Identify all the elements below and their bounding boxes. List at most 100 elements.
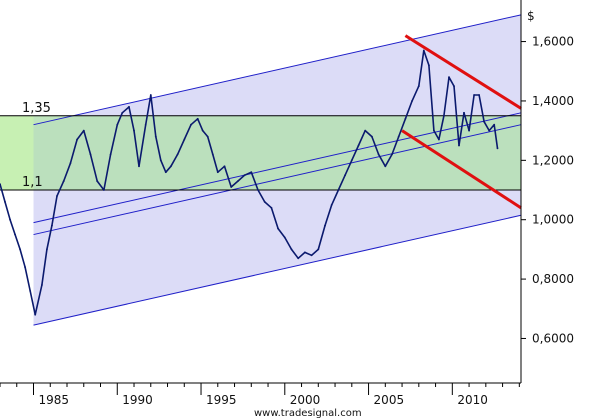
y-tick-label: 1,0000 <box>532 213 574 227</box>
x-tick-label: 1985 <box>39 393 70 407</box>
price-point <box>4 201 6 203</box>
price-point <box>138 165 140 168</box>
price-point <box>216 171 219 174</box>
price-point <box>468 129 470 132</box>
price-point <box>144 123 147 126</box>
level-label-1: 1,35 <box>22 101 51 116</box>
price-point <box>297 257 300 260</box>
price-point <box>317 248 320 251</box>
price-point <box>128 106 130 108</box>
price-point <box>211 153 214 156</box>
price-point <box>19 248 21 251</box>
price-point <box>330 204 333 206</box>
price-point <box>34 313 37 316</box>
price-point <box>250 171 253 174</box>
price-point <box>344 174 346 177</box>
price-point <box>417 85 420 87</box>
price-point <box>206 135 209 138</box>
channel-lower-line <box>33 214 522 326</box>
y-tick-label: 1,2000 <box>532 153 574 167</box>
price-point <box>324 224 326 227</box>
price-point <box>14 233 16 236</box>
price-point <box>76 138 78 141</box>
trend-line-2 <box>401 129 522 210</box>
price-point <box>154 135 157 138</box>
price-point <box>176 153 179 156</box>
price-point <box>496 147 499 150</box>
price-point <box>483 120 485 123</box>
price-point <box>116 123 119 126</box>
price-point <box>96 180 99 183</box>
price-point <box>103 189 105 191</box>
watermark: www.tradesignal.com <box>254 408 362 419</box>
y-tick-label: 1,6000 <box>532 35 574 49</box>
y-unit-label: $ <box>527 9 535 23</box>
price-point <box>493 123 496 126</box>
x-tick-label: 2005 <box>374 393 405 407</box>
price-point <box>270 206 273 209</box>
price-point <box>453 85 455 87</box>
price-point <box>463 111 465 114</box>
price-point <box>62 180 65 183</box>
price-point <box>51 224 53 227</box>
price-point <box>41 284 43 286</box>
axes: $ www.tradesignal.com 0,6000 0,8000 1,0000… <box>0 0 574 419</box>
y-tick-label: 1,4000 <box>532 94 574 108</box>
price-point <box>82 129 85 132</box>
price-point <box>0 183 1 185</box>
price-point <box>473 94 475 96</box>
price-point <box>190 123 192 126</box>
price-point <box>277 227 279 230</box>
y-tick-label: 0,6000 <box>532 331 574 345</box>
price-point <box>428 64 430 67</box>
price-point <box>364 129 367 132</box>
channel-inner-line-2 <box>33 124 522 236</box>
price-point <box>24 266 26 269</box>
price-point <box>384 165 387 168</box>
price-point <box>223 165 226 168</box>
y-tick-label: 0,8000 <box>532 272 574 286</box>
channel-upper-line <box>33 14 522 126</box>
price-point <box>357 144 360 147</box>
price-point <box>290 248 293 251</box>
price-point <box>29 290 32 292</box>
x-tick-label: 1990 <box>122 393 153 407</box>
x-tick-label: 2000 <box>290 393 321 407</box>
price-point <box>89 153 92 156</box>
price-point <box>56 195 58 197</box>
price-point <box>133 129 135 132</box>
price-point <box>448 76 450 79</box>
price-point <box>304 251 306 254</box>
price-point <box>159 159 162 162</box>
price-point <box>196 117 199 120</box>
price-point <box>488 129 491 132</box>
x-tick-label: 1995 <box>206 393 237 407</box>
price-point <box>69 162 72 165</box>
plot-area: 1,35 1,1 <box>0 14 522 326</box>
price-point <box>257 189 259 191</box>
channel-inner-line-1 <box>33 112 522 224</box>
price-point <box>443 114 445 117</box>
price-point <box>46 248 48 251</box>
price-point <box>149 94 152 96</box>
price-point <box>397 135 400 138</box>
price-point <box>183 138 186 141</box>
price-point <box>121 111 124 114</box>
price-point <box>337 189 340 191</box>
price-point <box>283 236 286 239</box>
price-point <box>411 100 413 102</box>
price-point <box>243 174 246 177</box>
price-point <box>230 186 233 188</box>
price-point <box>391 153 393 156</box>
price-point <box>237 180 239 183</box>
price-point <box>433 129 435 132</box>
price-point <box>109 153 112 156</box>
price-point <box>422 49 425 52</box>
price-point <box>478 94 480 96</box>
level-band-highlight <box>0 115 34 191</box>
x-tick-label: 2010 <box>457 393 488 407</box>
price-point <box>9 218 12 221</box>
price-point <box>170 165 172 168</box>
level-band <box>0 115 521 191</box>
